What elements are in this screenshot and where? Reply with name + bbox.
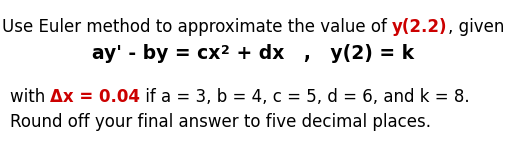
Text: , given: , given	[447, 18, 503, 36]
Text: with: with	[10, 88, 50, 106]
Text: ay' - by = cx: ay' - by = cx	[92, 44, 220, 63]
Text: + dx   ,   y(2) = k: + dx , y(2) = k	[229, 44, 413, 63]
Text: Δx = 0.04: Δx = 0.04	[50, 88, 140, 106]
Text: if a = 3, b = 4, c = 5, d = 6, and k = 8.: if a = 3, b = 4, c = 5, d = 6, and k = 8…	[140, 88, 469, 106]
Text: Round off your final answer to five decimal places.: Round off your final answer to five deci…	[10, 113, 430, 131]
Text: 2: 2	[220, 44, 229, 57]
Text: Use Euler method to approximate the value of: Use Euler method to approximate the valu…	[2, 18, 391, 36]
Text: y(2.2): y(2.2)	[391, 18, 447, 36]
